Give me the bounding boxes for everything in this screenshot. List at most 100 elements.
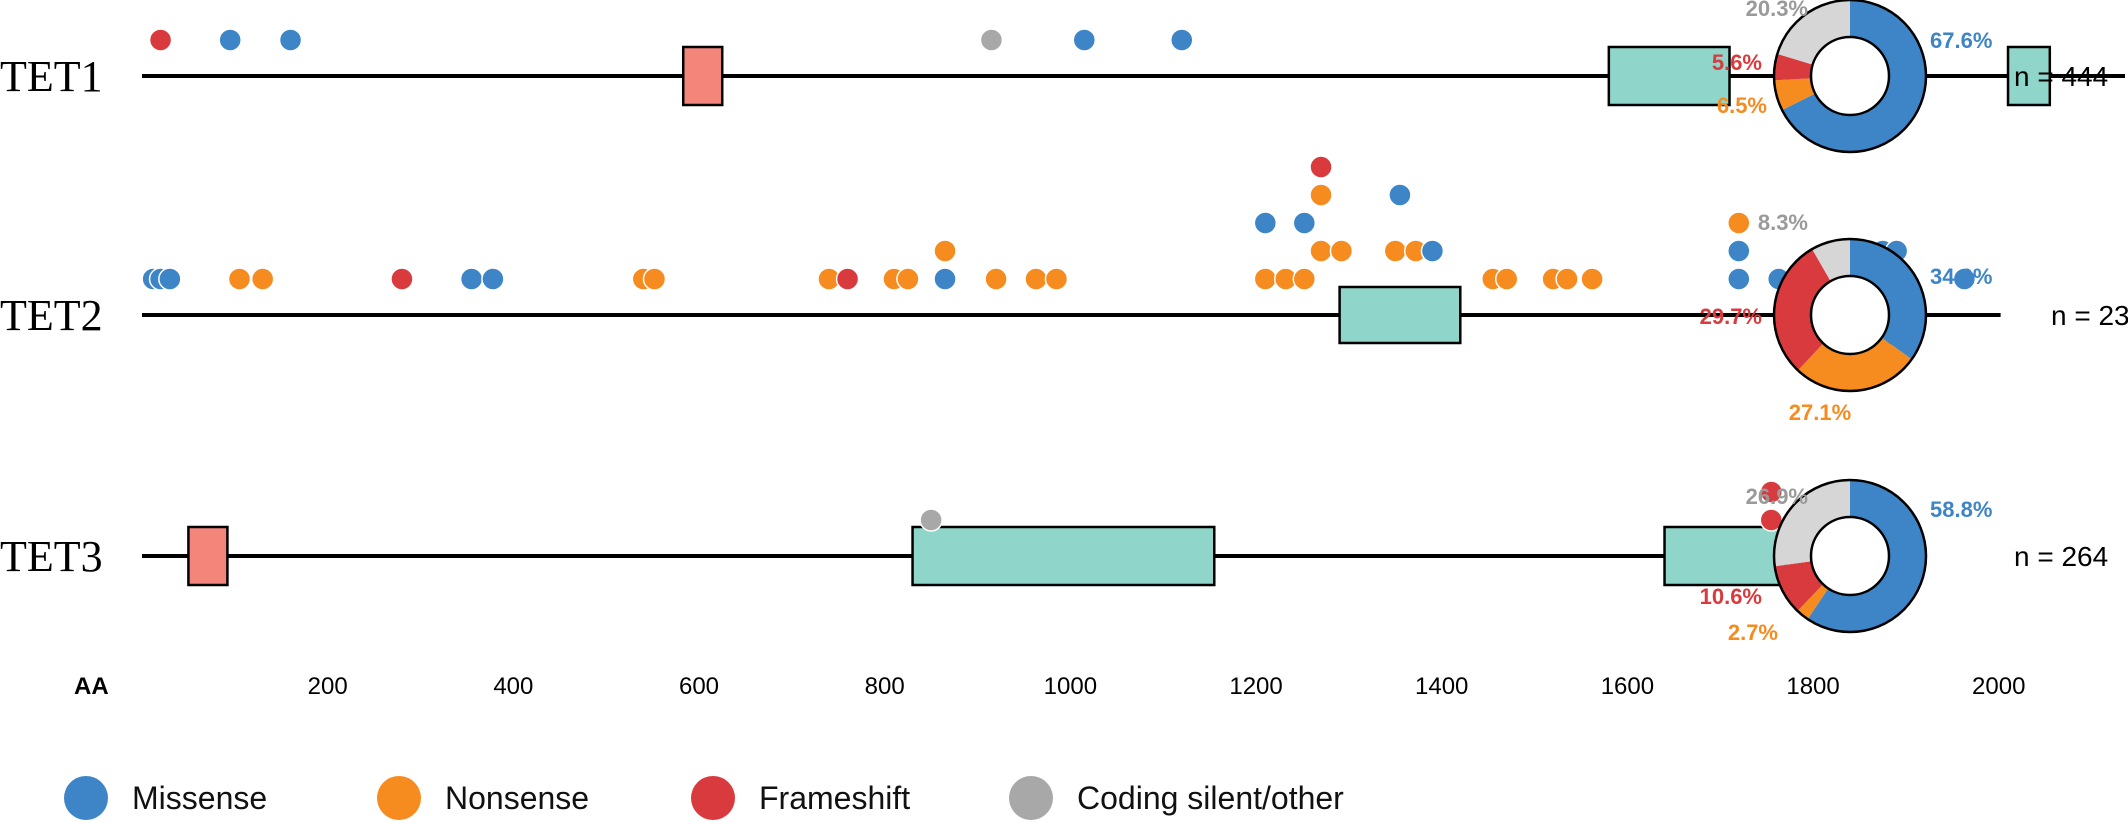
sample-count: n = 2373 xyxy=(2051,300,2128,331)
axis-label: AA xyxy=(74,673,109,700)
donut-slice-missense xyxy=(1782,0,1926,152)
donut-tet2: 34.9% 27.1% 29.7% 8.3% n = 2373 xyxy=(1700,210,2128,425)
x-axis: AA 200 400 600 800 1000 1200 1400 1600 1800 2000 xyxy=(74,673,2025,700)
mutation-dot-missense xyxy=(1727,239,1751,263)
donut-outer-ring xyxy=(1772,478,1928,634)
legend-swatch xyxy=(691,776,735,820)
mutation-dot-frameshift xyxy=(1759,480,1784,504)
mutation-dot-missense xyxy=(278,28,303,52)
donut-label-frameshift: 5.6% xyxy=(1712,50,1762,75)
mutation-dot-silent xyxy=(919,508,943,532)
mutation-dot-nonsense xyxy=(1494,267,1519,291)
mutation-dot-nonsense xyxy=(1309,183,1333,207)
donut-tet1: 67.6% 6.5% 5.6% 20.3% n = 444 xyxy=(1712,0,2108,154)
mutation-dot-missense xyxy=(158,267,182,291)
x-tick-label: 1400 xyxy=(1415,673,1468,700)
mutation-dot-nonsense xyxy=(1383,239,1408,263)
mutation-dot-nonsense xyxy=(1253,267,1278,291)
legend-item-frameshift: Frameshift xyxy=(691,776,910,820)
cxxc-domain xyxy=(187,525,229,587)
mutation-dot-nonsense xyxy=(896,267,920,291)
mutation-dot-nonsense xyxy=(1727,211,1751,235)
mutation-dot-nonsense xyxy=(1309,239,1333,263)
legend-swatch xyxy=(64,776,108,820)
donut-hole xyxy=(1809,515,1891,597)
legend-swatch xyxy=(1009,776,1053,820)
mutation-dot-nonsense xyxy=(1580,267,1604,291)
donut-label-nonsense: 27.1% xyxy=(1789,400,1851,425)
sample-count: n = 264 xyxy=(2014,541,2108,572)
legend-label: Nonsense xyxy=(445,780,589,816)
mutation-dot-missense xyxy=(1072,28,1097,52)
donut-hole xyxy=(1809,35,1891,117)
donut-label-frameshift: 10.6% xyxy=(1700,584,1762,609)
mutation-dot-missense xyxy=(1388,183,1412,207)
mutation-dot-missense xyxy=(1727,267,1751,291)
legend-item-nonsense: Nonsense xyxy=(377,776,589,820)
donut-slice-frameshift xyxy=(1773,53,1813,81)
track-tet3: TET3 xyxy=(0,480,1809,587)
catalytic-domain xyxy=(911,525,1216,587)
mutation-dot-nonsense xyxy=(984,267,1008,291)
mutation-dot-missense xyxy=(1170,28,1194,52)
donut-label-nonsense: 2.7% xyxy=(1728,620,1778,645)
legend-swatch xyxy=(377,776,421,820)
catalytic-domain xyxy=(2006,45,2052,107)
catalytic-domain xyxy=(1607,45,1731,107)
catalytic-domain xyxy=(1338,285,1462,345)
mutation-dot-missense xyxy=(1253,211,1278,235)
mutation-dot-nonsense xyxy=(933,239,957,263)
donut-slice-missense xyxy=(1850,239,1927,360)
legend-item-silent: Coding silent/other xyxy=(1009,776,1344,820)
x-tick-label: 400 xyxy=(493,673,533,700)
mutation-dot-missense xyxy=(459,267,484,291)
donut-hole xyxy=(1809,274,1891,356)
protein-label: TET3 xyxy=(0,532,103,581)
protein-label: TET1 xyxy=(0,52,103,101)
donut-outer-ring xyxy=(1772,237,1928,393)
mutation-dot-nonsense xyxy=(1292,267,1317,291)
donut-slice-nonsense xyxy=(1774,78,1816,111)
mutation-dot-missense xyxy=(1952,267,1977,291)
mutation-dot-frameshift xyxy=(835,267,860,291)
donut-label-frameshift: 29.7% xyxy=(1700,304,1762,329)
mutation-dot-silent xyxy=(979,28,1004,52)
x-tick-label: 600 xyxy=(679,673,719,700)
mutation-dot-nonsense xyxy=(227,267,252,291)
x-tick-label: 1600 xyxy=(1601,673,1654,700)
donut-label-missense: 67.6% xyxy=(1930,28,1992,53)
donut-label-nonsense: 6.5% xyxy=(1717,93,1767,118)
donut-label-missense: 58.8% xyxy=(1930,497,1992,522)
x-tick-label: 1000 xyxy=(1044,673,1097,700)
x-tick-label: 200 xyxy=(308,673,348,700)
catalytic-domain xyxy=(1663,525,1787,587)
donut-slice-frameshift xyxy=(1774,249,1831,371)
donut-slice-frameshift xyxy=(1774,561,1824,612)
mutation-dot-nonsense xyxy=(642,267,667,291)
mutation-dot-nonsense xyxy=(1329,239,1354,263)
donut-label-silent: 8.3% xyxy=(1758,210,1808,235)
track-tet2: TET2 xyxy=(0,155,2001,345)
mutation-dot-nonsense xyxy=(250,267,275,291)
legend-label: Coding silent/other xyxy=(1077,780,1344,816)
legend-label: Missense xyxy=(132,780,267,816)
legend-item-missense: Missense xyxy=(64,776,267,820)
cxxc-domain xyxy=(681,45,724,107)
sample-count: n = 444 xyxy=(2014,61,2108,92)
mutation-dot-frameshift xyxy=(390,267,414,291)
donut-outer-ring xyxy=(1772,0,1928,154)
mutation-dot-missense xyxy=(218,28,242,52)
x-tick-label: 1200 xyxy=(1229,673,1282,700)
legend: Missense Nonsense Frameshift Coding silent/… xyxy=(64,776,1344,820)
donut-label-silent: 26.9% xyxy=(1746,484,1808,509)
mutation-dot-nonsense xyxy=(1044,267,1069,291)
legend-label: Frameshift xyxy=(759,780,910,816)
mutation-dot-missense xyxy=(1292,211,1317,235)
mutation-dot-missense xyxy=(933,267,957,291)
mutation-dot-missense xyxy=(481,267,505,291)
x-tick-label: 2000 xyxy=(1972,673,2025,700)
donut-slice-nonsense xyxy=(1797,337,1912,391)
donut-tet3: 58.8% 2.7% 10.6% 26.9% n = 264 xyxy=(1700,478,2108,645)
mutation-dot-missense xyxy=(1420,239,1445,263)
